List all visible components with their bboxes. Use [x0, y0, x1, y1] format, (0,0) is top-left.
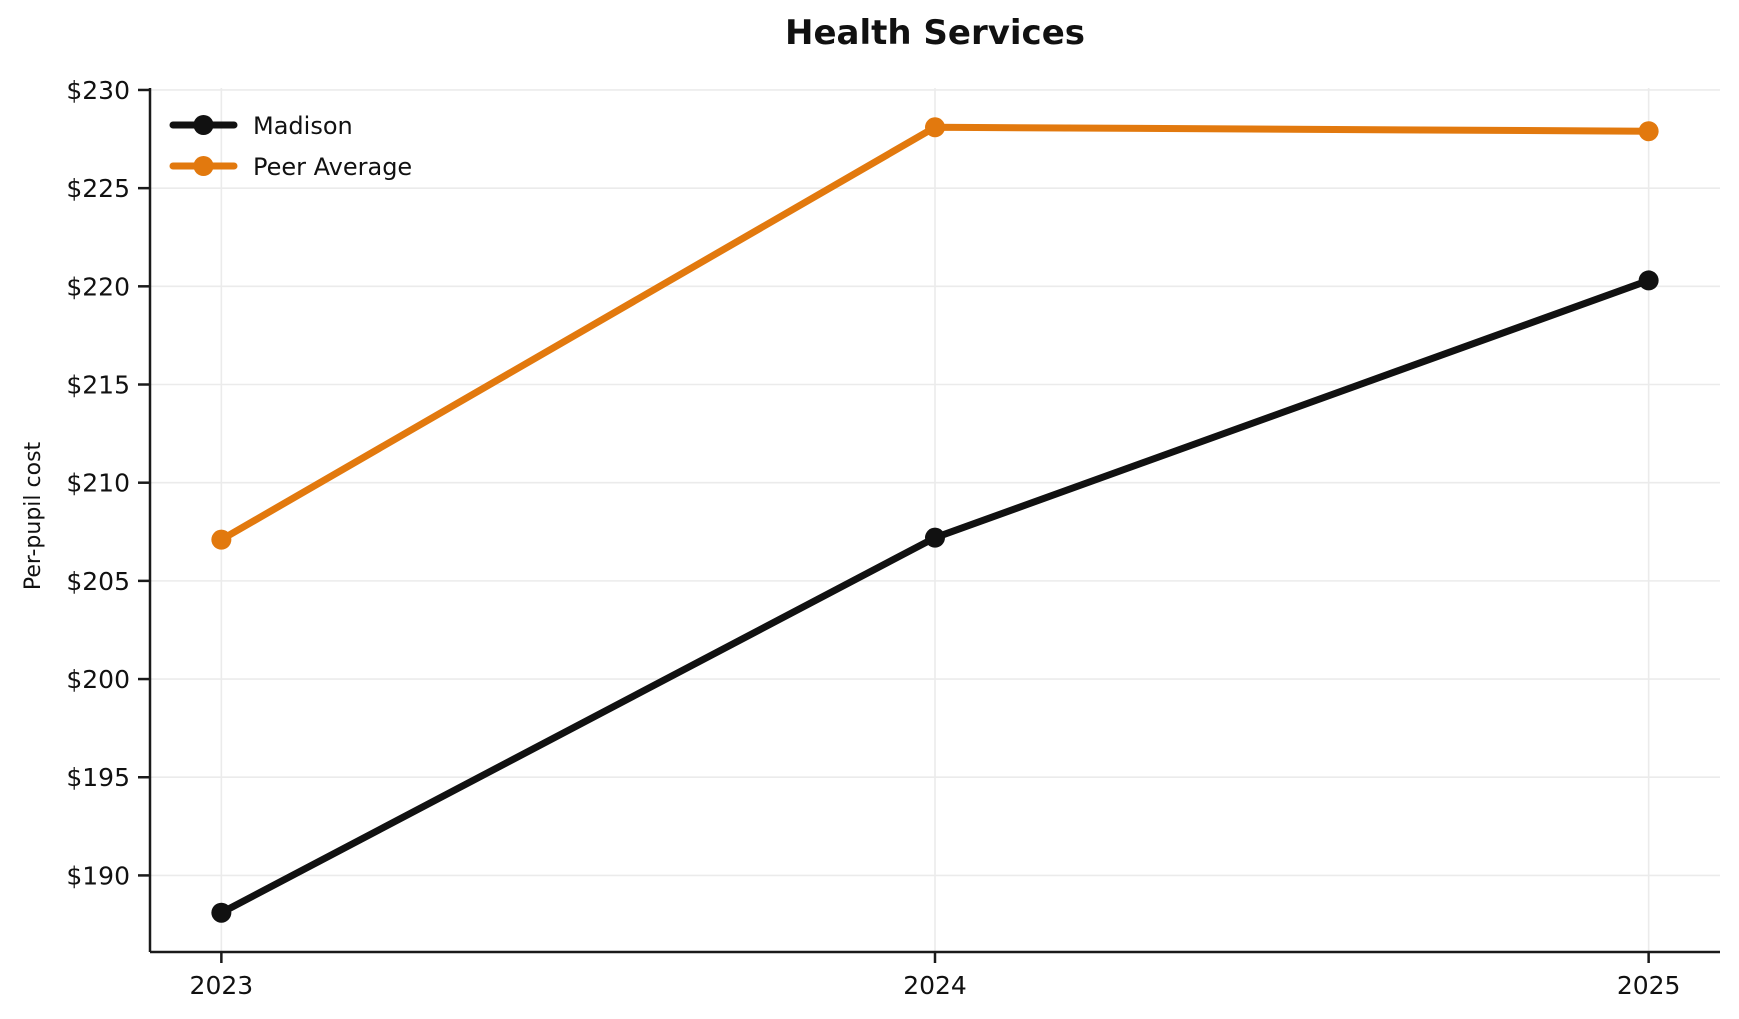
x-tick-label: 2024 — [903, 971, 967, 1000]
legend-item-peer-average: Peer Average — [169, 153, 412, 181]
y-tick-label: $225 — [66, 174, 130, 203]
data-point-marker-peer-average-2024 — [925, 117, 945, 138]
legend-swatch-marker — [193, 115, 214, 135]
data-point-marker-madison-2025 — [1638, 270, 1659, 291]
legend: Madison Peer Average — [169, 112, 412, 181]
x-tick-label: 2025 — [1617, 971, 1681, 1000]
y-tick-label: $190 — [66, 861, 130, 890]
data-point-marker-madison-2024 — [925, 527, 945, 548]
y-tick-label: $205 — [66, 567, 130, 596]
y-tick-label: $220 — [66, 272, 130, 301]
y-axis-title: Per-pupil cost — [21, 441, 46, 590]
y-tick-label: $230 — [66, 76, 130, 105]
y-tick-label: $210 — [66, 469, 130, 498]
y-tick-label: $215 — [66, 371, 130, 400]
axes: $190 $195 $200 $205 $210 $215 $220 $225 $230 2023… — [66, 76, 1720, 1000]
gridlines — [150, 88, 1720, 952]
y-tick-label: $200 — [66, 665, 130, 694]
legend-item-madison: Madison — [169, 112, 353, 140]
legend-swatch-marker — [193, 156, 214, 176]
legend-label: Peer Average — [253, 153, 412, 181]
data-point-marker-peer-average-2023 — [211, 529, 232, 550]
x-tick-label: 2023 — [190, 971, 254, 1000]
series-madison — [211, 270, 1659, 923]
y-tick-label: $195 — [66, 763, 130, 792]
data-point-marker-madison-2023 — [211, 902, 232, 923]
data-point-marker-peer-average-2025 — [1638, 121, 1659, 142]
series-peer-average — [211, 117, 1659, 550]
legend-label: Madison — [253, 112, 353, 140]
chart-title: Health Services — [785, 13, 1085, 53]
